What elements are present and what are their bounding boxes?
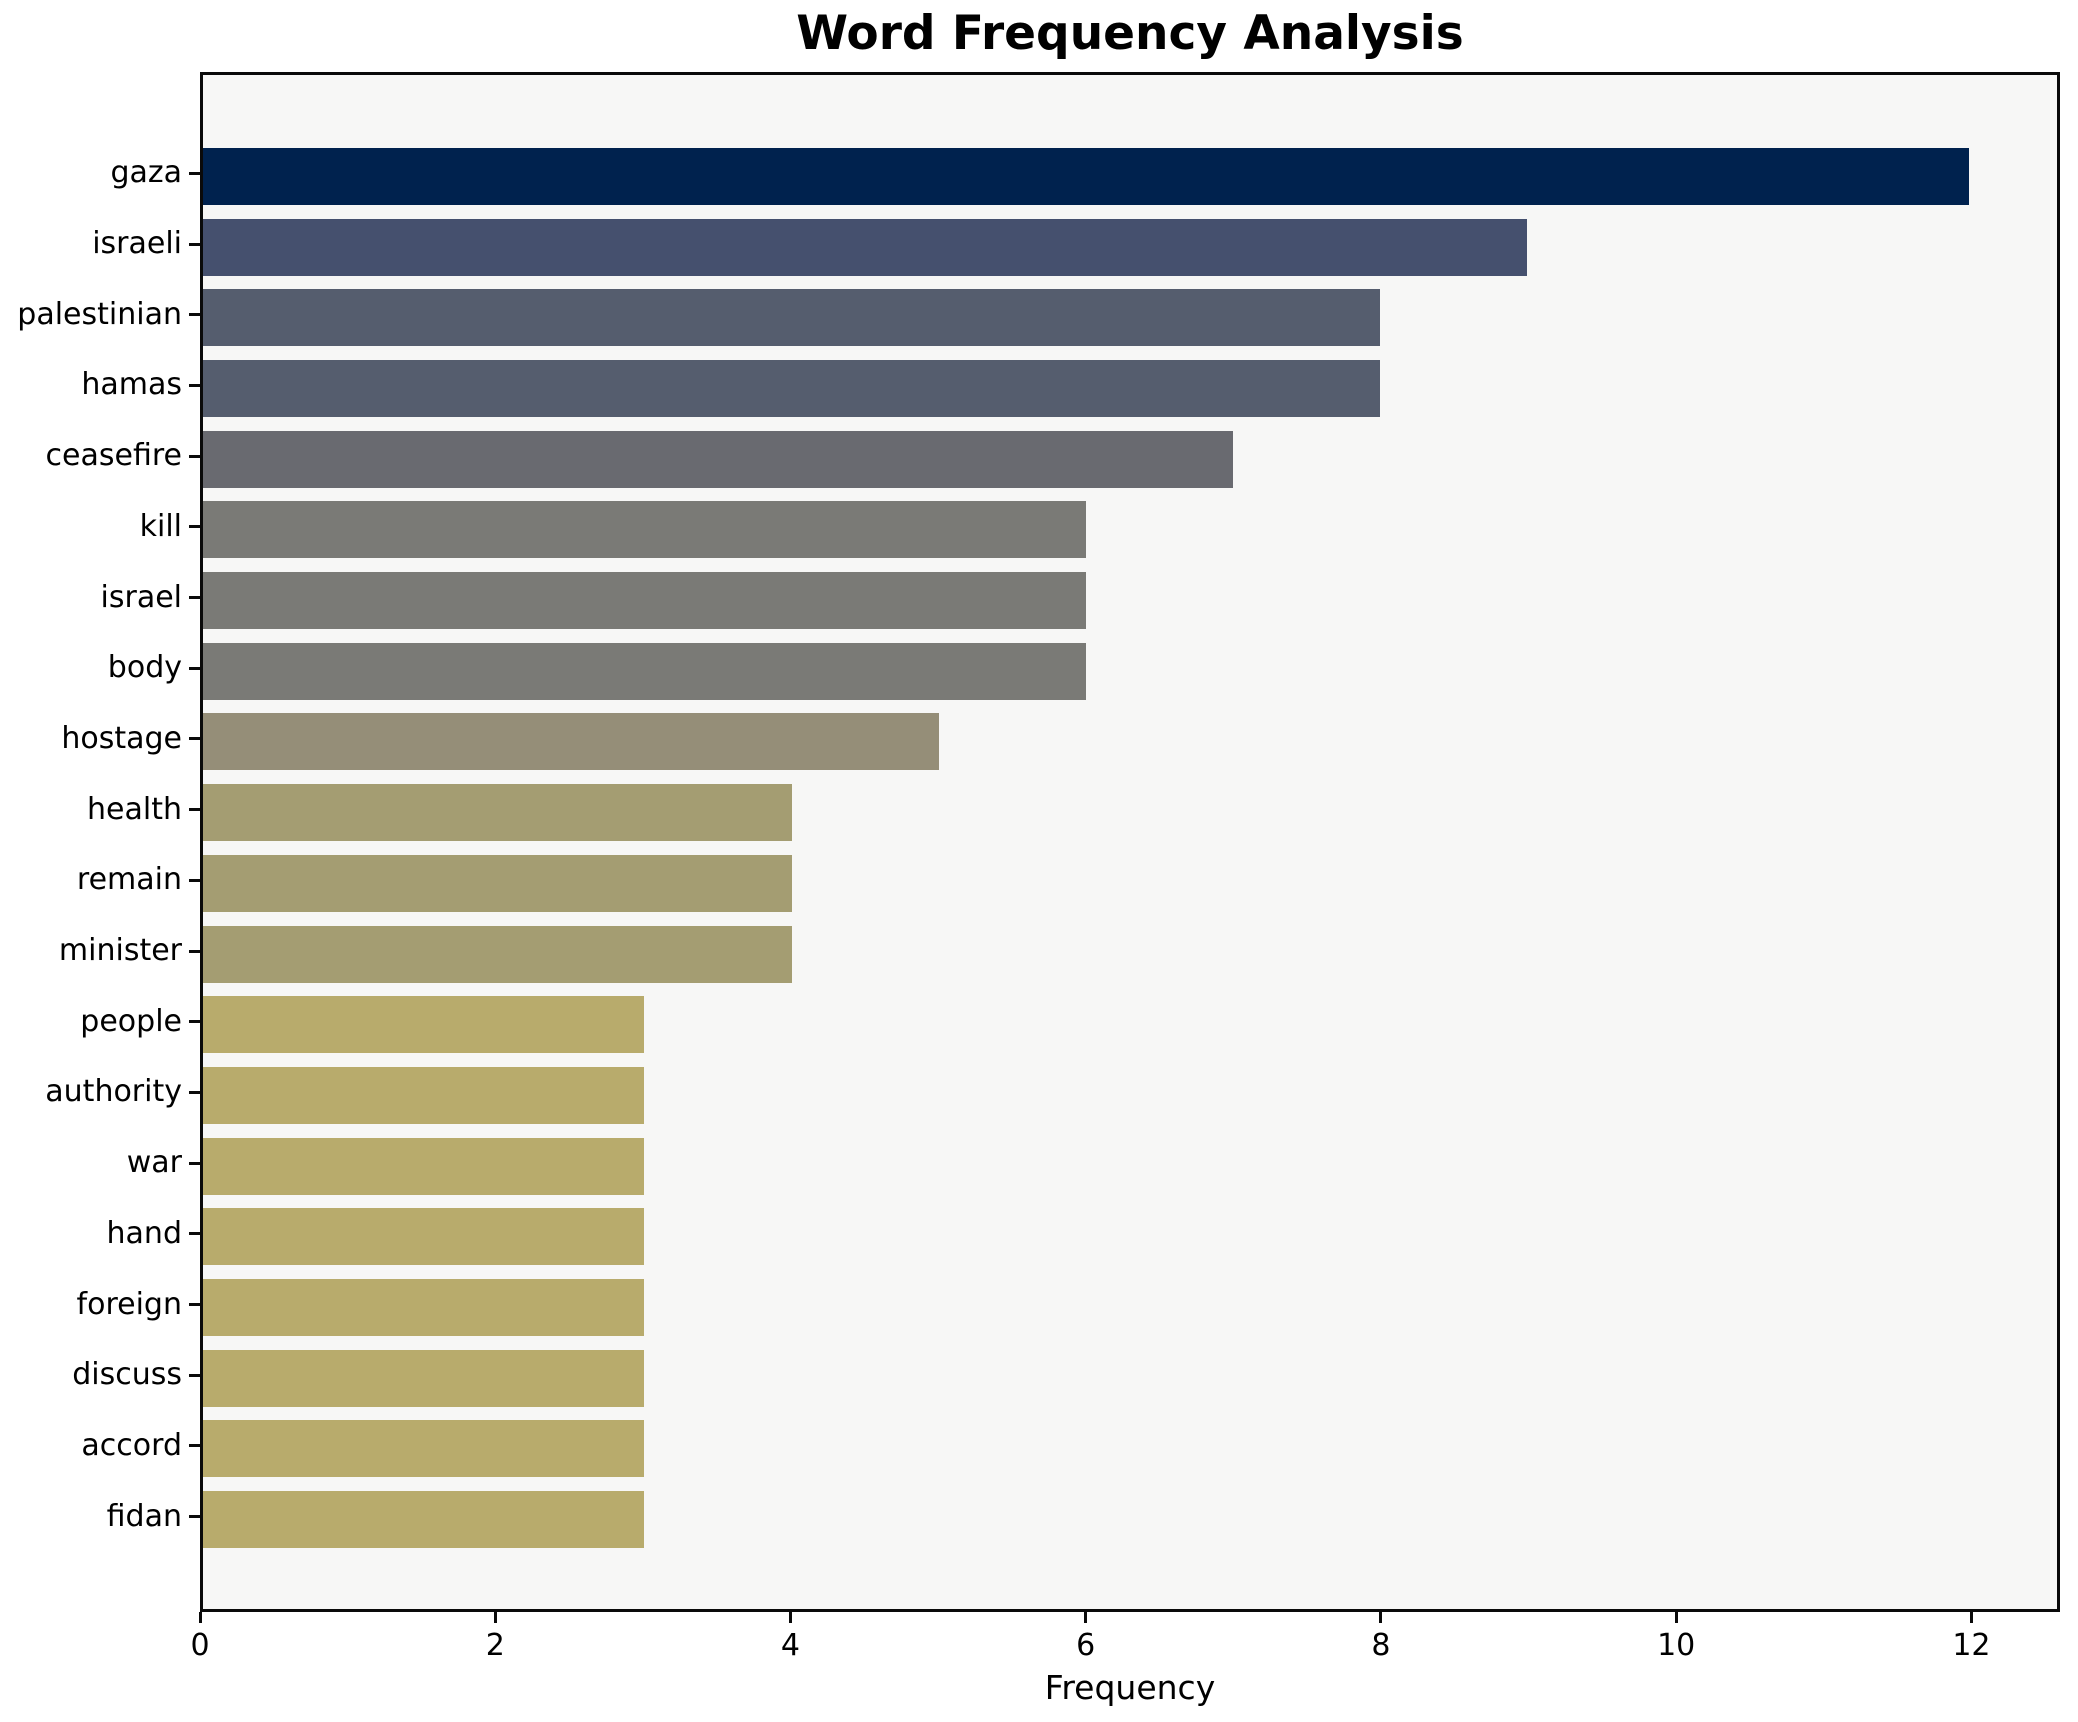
- bar-palestinian: [203, 289, 1381, 347]
- y-tick-mark: [189, 454, 200, 458]
- y-tick-label-people: people: [80, 1003, 182, 1039]
- bar-kill: [203, 501, 1086, 559]
- plot-area: [200, 72, 2060, 1612]
- bar-body: [203, 642, 1086, 700]
- y-tick-label-remain: remain: [76, 862, 182, 898]
- bar-israel: [203, 572, 1086, 630]
- y-tick-mark: [189, 737, 200, 741]
- y-tick-mark: [189, 1020, 200, 1024]
- y-tick-label-israeli: israeli: [92, 226, 182, 262]
- x-tick-label-12: 12: [1952, 1628, 1991, 1663]
- bar-fidan: [203, 1491, 645, 1549]
- y-tick-label-health: health: [87, 791, 182, 827]
- bar-hand: [203, 1208, 645, 1266]
- y-tick-mark: [189, 313, 200, 317]
- y-tick-mark: [189, 666, 200, 670]
- bar-health: [203, 784, 792, 842]
- y-tick-label-minister: minister: [58, 933, 182, 969]
- x-tick-label-0: 0: [190, 1628, 210, 1663]
- y-tick-label-gaza: gaza: [110, 155, 182, 191]
- y-tick-mark: [189, 1232, 200, 1236]
- y-tick-mark: [189, 808, 200, 812]
- y-tick-label-kill: kill: [139, 508, 182, 544]
- y-tick-mark: [189, 1303, 200, 1307]
- y-tick-mark: [189, 171, 200, 175]
- x-tick-mark: [198, 1612, 202, 1623]
- y-tick-mark: [189, 242, 200, 246]
- chart-title: Word Frequency Analysis: [796, 6, 1464, 61]
- x-tick-mark: [1084, 1612, 1088, 1623]
- y-tick-label-body: body: [107, 650, 182, 686]
- y-tick-label-fidan: fidan: [106, 1498, 182, 1534]
- bar-minister: [203, 925, 792, 983]
- x-tick-label-4: 4: [780, 1628, 801, 1663]
- bar-hamas: [203, 359, 1381, 417]
- bar-war: [203, 1137, 645, 1195]
- y-tick-label-foreign: foreign: [76, 1286, 182, 1322]
- y-tick-label-israel: israel: [100, 579, 182, 615]
- x-tick-mark: [788, 1612, 792, 1623]
- y-tick-label-hamas: hamas: [81, 367, 182, 403]
- bar-gaza: [203, 147, 1969, 205]
- x-tick-label-2: 2: [485, 1628, 505, 1663]
- y-tick-mark: [189, 1373, 200, 1377]
- x-tick-label-8: 8: [1371, 1628, 1391, 1663]
- bar-hostage: [203, 713, 939, 771]
- y-tick-mark: [189, 1444, 200, 1448]
- y-tick-label-accord: accord: [81, 1427, 182, 1463]
- y-tick-label-hostage: hostage: [61, 720, 182, 756]
- x-tick-mark: [1379, 1612, 1383, 1623]
- y-tick-mark: [189, 383, 200, 387]
- y-tick-label-ceasefire: ceasefire: [45, 438, 182, 474]
- bar-foreign: [203, 1279, 645, 1337]
- bar-accord: [203, 1420, 645, 1478]
- x-tick-label-10: 10: [1657, 1628, 1696, 1663]
- bar-discuss: [203, 1349, 645, 1407]
- bar-authority: [203, 1066, 645, 1124]
- y-tick-mark: [189, 1161, 200, 1165]
- y-tick-mark: [189, 878, 200, 882]
- y-tick-mark: [189, 1515, 200, 1519]
- y-tick-mark: [189, 1090, 200, 1094]
- bar-ceasefire: [203, 430, 1233, 488]
- y-tick-label-palestinian: palestinian: [17, 296, 182, 332]
- x-tick-mark: [1674, 1612, 1678, 1623]
- bar-people: [203, 996, 645, 1054]
- y-tick-label-discuss: discuss: [72, 1357, 182, 1393]
- x-tick-label-6: 6: [1076, 1628, 1096, 1663]
- bar-israeli: [203, 218, 1528, 276]
- x-tick-mark: [493, 1612, 497, 1623]
- y-tick-mark: [189, 596, 200, 600]
- x-axis-title: Frequency: [1044, 1668, 1216, 1707]
- y-tick-label-war: war: [126, 1145, 182, 1181]
- y-tick-mark: [189, 525, 200, 529]
- y-tick-label-hand: hand: [106, 1215, 182, 1251]
- y-tick-label-authority: authority: [45, 1074, 182, 1110]
- x-tick-mark: [1969, 1612, 1973, 1623]
- bar-remain: [203, 854, 792, 912]
- y-tick-mark: [189, 949, 200, 953]
